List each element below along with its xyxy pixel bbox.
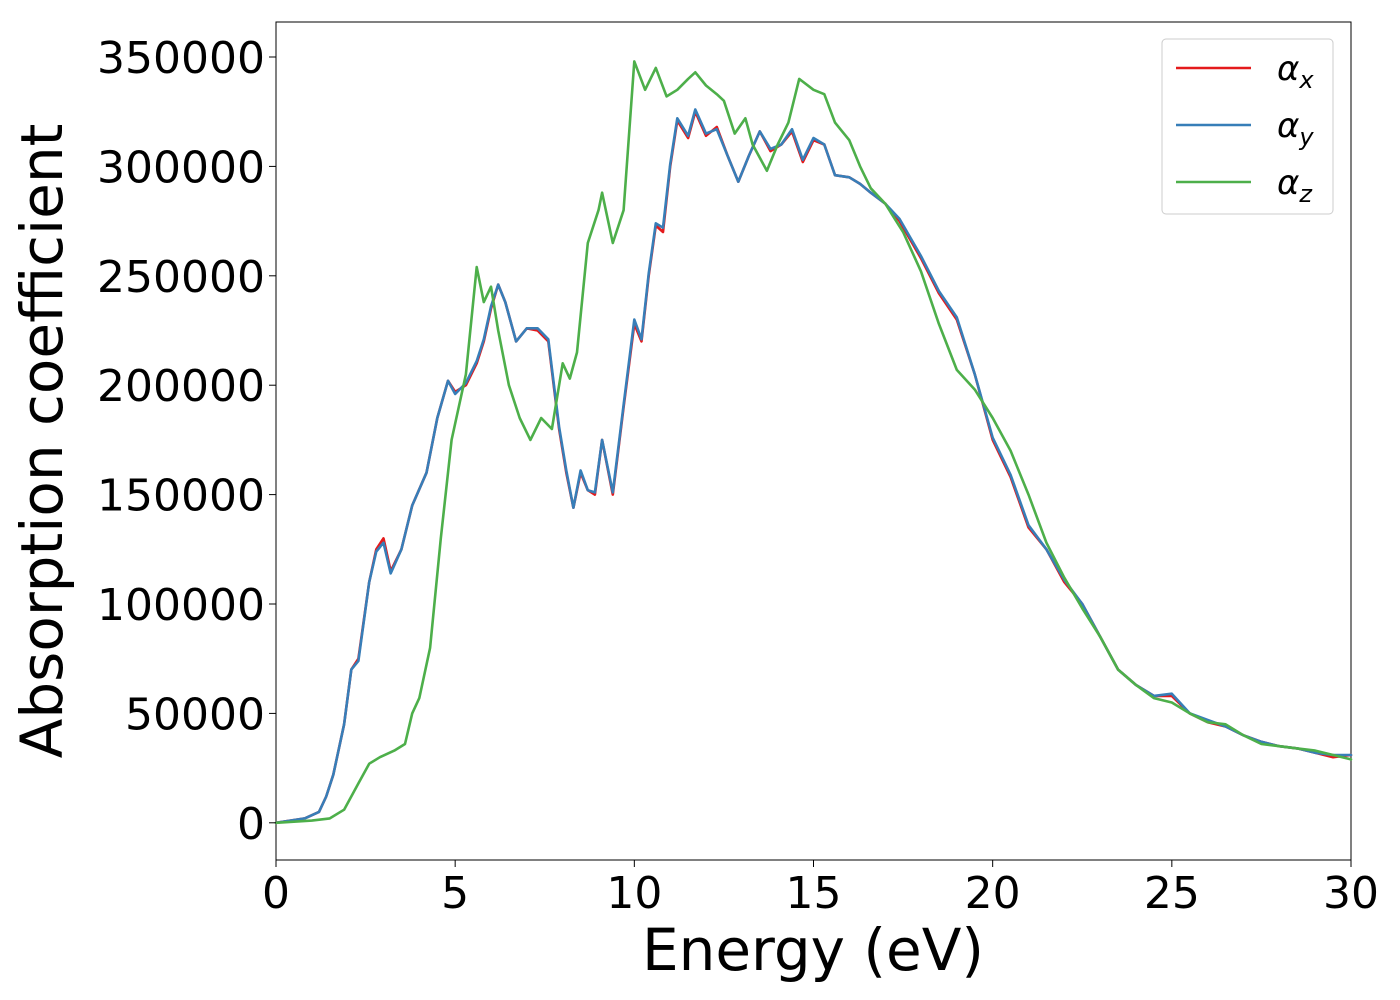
series-line-y xyxy=(274,108,1353,825)
y-tick-label: 250000 xyxy=(97,252,265,303)
x-tick-label: 5 xyxy=(441,868,469,919)
legend-label-subscript: x xyxy=(1298,66,1314,94)
y-axis-ticks: 0 50000 100000 150000 200000 250000 300000 3500… xyxy=(97,33,276,850)
x-tick-label: 10 xyxy=(606,868,662,919)
series-line-z xyxy=(274,60,1353,825)
legend-box xyxy=(1161,38,1334,215)
x-axis-label: Energy (eV) xyxy=(642,916,984,984)
y-tick-label: 150000 xyxy=(97,471,265,522)
legend-label-base: α xyxy=(1277,49,1299,89)
legend-label-subscript: z xyxy=(1298,180,1313,208)
y-tick-label: 350000 xyxy=(97,33,265,84)
x-axis-ticks: 0 5 10 15 20 25 30 xyxy=(262,860,1379,919)
y-tick-label: 300000 xyxy=(97,142,265,193)
legend-label-z: αz xyxy=(1277,163,1313,208)
legend-label-base: α xyxy=(1277,163,1299,203)
x-tick-label: 15 xyxy=(786,868,842,919)
x-tick-label: 20 xyxy=(965,868,1021,919)
x-tick-label: 30 xyxy=(1323,868,1379,919)
y-tick-label: 200000 xyxy=(97,361,265,412)
y-tick-label: 50000 xyxy=(125,689,265,740)
legend-label-subscript: y xyxy=(1298,123,1314,151)
legend-label-y: αy xyxy=(1277,106,1314,151)
x-tick-label: 0 xyxy=(262,868,290,919)
x-tick-label: 25 xyxy=(1144,868,1200,919)
legend-label-x: αx xyxy=(1277,49,1314,94)
y-tick-label: 0 xyxy=(237,799,265,850)
y-tick-label: 100000 xyxy=(97,580,265,631)
series-layer xyxy=(274,60,1353,825)
y-axis-label: Absorption coefficient xyxy=(8,124,76,759)
legend-label-base: α xyxy=(1277,106,1299,146)
